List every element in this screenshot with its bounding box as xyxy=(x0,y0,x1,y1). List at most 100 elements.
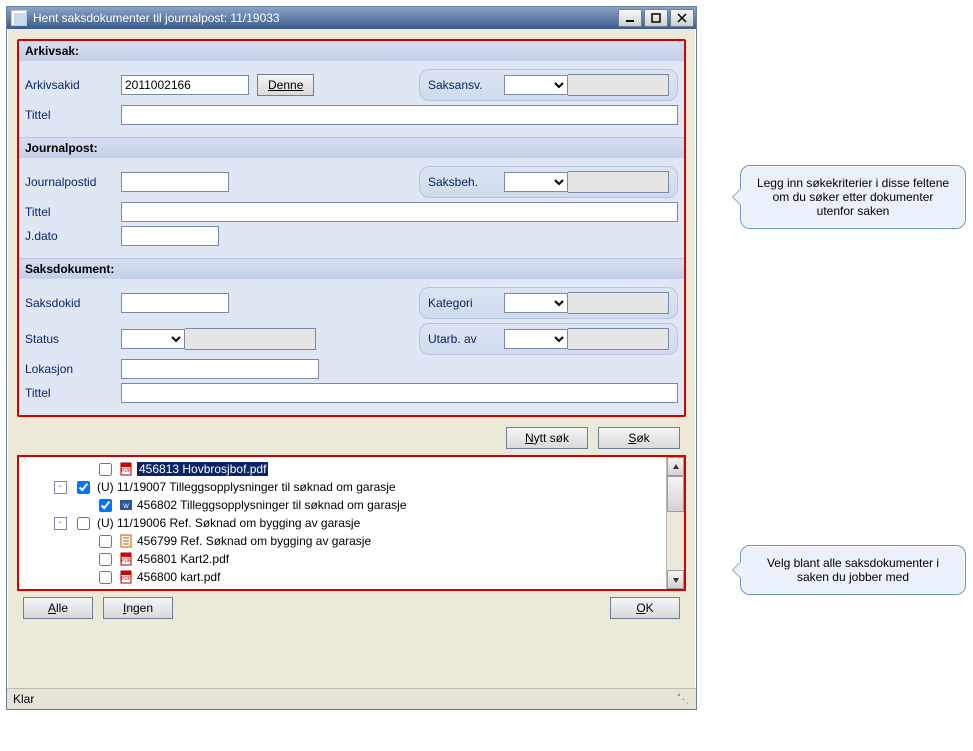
lokasjon-input[interactable] xyxy=(121,359,319,379)
results-tree-wrap: PDF 456813 Hovbrosjbof.pdf - (U) 11/19007 T… xyxy=(17,455,686,591)
tree-item-checkbox[interactable] xyxy=(99,463,112,476)
saksdokid-label: Saksdokid xyxy=(25,296,121,310)
journalpost-tittel-label: Tittel xyxy=(25,205,121,219)
tree-item-checkbox[interactable] xyxy=(99,535,112,548)
arkivsak-header: Arkivsak: xyxy=(19,41,684,61)
callout-search: Legg inn søkekriterier i disse feltene o… xyxy=(740,165,966,229)
saksansv-display xyxy=(568,74,669,96)
titlebar: Hent saksdokumenter til journalpost: 11/… xyxy=(7,7,696,29)
utarb-label: Utarb. av xyxy=(428,332,498,346)
alle-button[interactable]: Alle xyxy=(23,597,93,619)
status-label: Status xyxy=(25,332,121,346)
tree-scrollbar[interactable] xyxy=(666,457,684,589)
tree-item-checkbox[interactable] xyxy=(77,517,90,530)
arkivsakid-input[interactable] xyxy=(121,75,249,95)
saksdokid-input[interactable] xyxy=(121,293,229,313)
utarb-display xyxy=(568,328,669,350)
saksdokument-tittel-label: Tittel xyxy=(25,386,121,400)
callout-tree-text: Velg blant alle saksdokumenter i saken d… xyxy=(767,556,939,584)
saksdokument-header: Saksdokument: xyxy=(19,259,684,279)
bottom-buttons: Alle Ingen OK xyxy=(17,591,686,625)
callout-search-text: Legg inn søkekriterier i disse feltene o… xyxy=(757,176,949,218)
tree-item[interactable]: PDF 456801 Kart2.pdf xyxy=(25,550,664,568)
tree-item[interactable]: W 456802 Tilleggsopplysninger til søknad … xyxy=(25,496,664,514)
tree-item-checkbox[interactable] xyxy=(99,571,112,584)
ingen-button[interactable]: Ingen xyxy=(103,597,173,619)
tree-item[interactable]: 456799 Ref. Søknad om bygging av garasje xyxy=(25,532,664,550)
arkivsak-tittel-label: Tittel xyxy=(25,108,121,122)
window-title: Hent saksdokumenter til journalpost: 11/… xyxy=(33,11,618,25)
arkivsakid-label: Arkivsakid xyxy=(25,78,121,92)
tree-item-label: 456799 Ref. Søknad om bygging av garasje xyxy=(137,534,371,548)
statusbar: Klar xyxy=(7,688,696,709)
pdf-icon: PDF xyxy=(119,462,133,476)
saksansv-group: Saksansv. xyxy=(419,69,678,101)
expander-icon[interactable]: - xyxy=(54,481,67,494)
svg-text:W: W xyxy=(123,504,129,510)
svg-text:PDF: PDF xyxy=(121,468,131,474)
tree-item-label: 456801 Kart2.pdf xyxy=(137,552,229,566)
scroll-up-button[interactable] xyxy=(667,457,684,476)
journalpostid-input[interactable] xyxy=(121,172,229,192)
journalpost-section: Journalpost: Journalpostid Saksbeh. xyxy=(19,138,684,259)
jdato-label: J.dato xyxy=(25,229,121,243)
svg-text:PDF: PDF xyxy=(121,576,131,582)
saksbeh-select[interactable] xyxy=(504,172,568,192)
lokasjon-label: Lokasjon xyxy=(25,362,121,376)
tree-item-checkbox[interactable] xyxy=(99,499,112,512)
doc-icon xyxy=(119,534,133,548)
status-text: Klar xyxy=(13,692,34,706)
ok-button[interactable]: OK xyxy=(610,597,680,619)
callout-tree: Velg blant alle saksdokumenter i saken d… xyxy=(740,545,966,595)
saksansv-label: Saksansv. xyxy=(428,78,498,92)
utarb-group: Utarb. av xyxy=(419,323,678,355)
arkivsak-tittel-input[interactable] xyxy=(121,105,678,125)
saksbeh-display xyxy=(568,171,669,193)
status-display xyxy=(185,328,316,350)
tree-item-label: (U) 11/19006 Ref. Søknad om bygging av g… xyxy=(97,516,360,530)
minimize-button[interactable] xyxy=(618,9,642,27)
tree-item[interactable]: PDF456800 kart.pdf xyxy=(25,568,664,586)
search-buttons: Nytt søk Søk xyxy=(17,423,686,455)
pdf-icon: PDF xyxy=(119,552,133,566)
kategori-label: Kategori xyxy=(428,296,498,310)
svg-text:PDF: PDF xyxy=(121,558,131,564)
scroll-track[interactable] xyxy=(667,476,684,570)
tree-item-checkbox[interactable] xyxy=(99,553,112,566)
tree-item[interactable]: PDF 456813 Hovbrosjbof.pdf xyxy=(25,460,664,478)
saksdokument-section: Saksdokument: Saksdokid Kategori xyxy=(19,259,684,415)
kategori-group: Kategori xyxy=(419,287,678,319)
arkivsak-section: Arkivsak: Arkivsakid Denne Saksansv. xyxy=(19,41,684,138)
status-select[interactable] xyxy=(121,329,185,349)
jdato-input[interactable] xyxy=(121,226,219,246)
journalpost-tittel-input[interactable] xyxy=(121,202,678,222)
tree-item[interactable]: - (U) 11/19007 Tilleggsopplysninger til s… xyxy=(25,478,664,496)
tree-item-label: 456813 Hovbrosjbof.pdf xyxy=(137,462,268,476)
saksansv-select[interactable] xyxy=(504,75,568,95)
dialog-window: Hent saksdokumenter til journalpost: 11/… xyxy=(6,6,697,710)
denne-button[interactable]: Denne xyxy=(257,74,314,96)
tree-item-checkbox[interactable] xyxy=(77,481,90,494)
search-panel: Arkivsak: Arkivsakid Denne Saksansv. xyxy=(17,39,686,417)
kategori-select[interactable] xyxy=(504,293,568,313)
results-tree[interactable]: PDF 456813 Hovbrosjbof.pdf - (U) 11/19007 T… xyxy=(19,457,666,589)
utarb-select[interactable] xyxy=(504,329,568,349)
journalpostid-label: Journalpostid xyxy=(25,175,121,189)
tree-item-label: 456802 Tilleggsopplysninger til søknad o… xyxy=(137,498,407,512)
scroll-thumb[interactable] xyxy=(667,476,684,512)
tree-item[interactable]: - (U) 11/19006 Ref. Søknad om bygging av … xyxy=(25,514,664,532)
saksdokument-tittel-input[interactable] xyxy=(121,383,678,403)
saksbeh-group: Saksbeh. xyxy=(419,166,678,198)
sok-button[interactable]: Søk xyxy=(598,427,680,449)
docx-icon: W xyxy=(119,498,133,512)
maximize-button[interactable] xyxy=(644,9,668,27)
scroll-down-button[interactable] xyxy=(667,570,684,589)
expander-icon[interactable]: - xyxy=(54,517,67,530)
saksbeh-label: Saksbeh. xyxy=(428,175,498,189)
tree-item-label: (U) 11/19007 Tilleggsopplysninger til sø… xyxy=(97,480,396,494)
nytt-sok-button[interactable]: Nytt søk xyxy=(506,427,588,449)
size-grip-icon[interactable] xyxy=(676,692,690,706)
close-button[interactable] xyxy=(670,9,694,27)
app-icon xyxy=(11,10,27,26)
journalpost-header: Journalpost: xyxy=(19,138,684,158)
